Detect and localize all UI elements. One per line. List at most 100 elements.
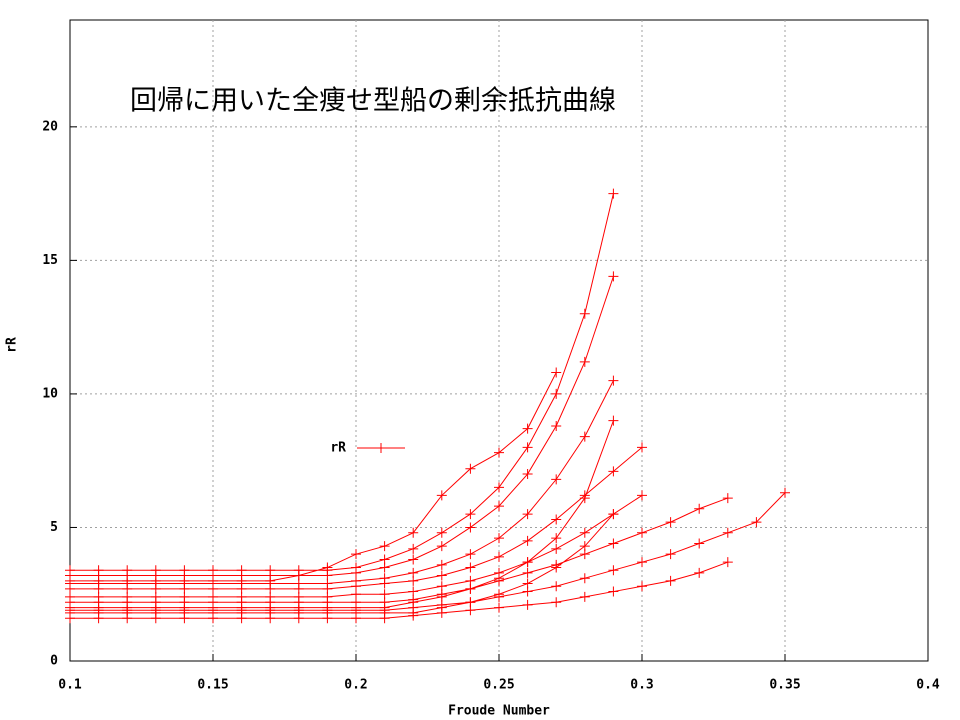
point-marker	[436, 559, 447, 570]
point-marker	[436, 490, 447, 501]
point-marker	[408, 607, 419, 618]
point-marker	[579, 527, 590, 538]
x-tick-label: 0.4	[916, 678, 940, 693]
point-marker	[522, 535, 533, 546]
point-marker	[465, 597, 476, 608]
point-marker	[465, 583, 476, 594]
point-marker	[637, 490, 647, 501]
point-marker	[579, 591, 590, 602]
point-marker	[722, 493, 733, 504]
series-line	[70, 193, 786, 619]
x-tick-label: 0.15	[197, 678, 228, 693]
y-axis-label: rR	[5, 337, 20, 353]
point-marker	[637, 442, 647, 453]
annotation: 回帰に用いた全痩せ型船の剰余抵抗曲線	[130, 86, 616, 117]
legend-marker	[376, 443, 386, 453]
point-marker	[551, 597, 562, 608]
point-marker	[551, 514, 562, 525]
point-marker	[722, 527, 733, 538]
point-marker	[408, 554, 419, 565]
point-marker	[436, 541, 447, 552]
point-marker	[751, 517, 762, 528]
point-marker	[494, 447, 504, 458]
point-marker	[494, 589, 504, 600]
y-tick-label: 0	[50, 654, 58, 669]
x-tick-label: 0.35	[769, 678, 800, 693]
point-marker	[236, 607, 247, 618]
point-marker	[379, 541, 390, 552]
point-marker	[579, 356, 590, 367]
point-marker	[608, 509, 619, 520]
point-marker	[465, 463, 476, 474]
point-marker	[465, 522, 476, 533]
point-marker	[608, 415, 619, 426]
point-marker	[608, 565, 619, 576]
x-tick-label: 0.2	[344, 678, 367, 693]
point-marker	[408, 543, 419, 554]
point-marker	[637, 581, 647, 592]
point-marker	[637, 557, 647, 568]
point-marker	[637, 527, 647, 538]
point-marker	[579, 573, 590, 584]
y-tick-label: 5	[50, 520, 58, 535]
point-marker	[551, 581, 562, 592]
point-marker	[494, 533, 504, 544]
x-tick-label: 0.25	[483, 678, 514, 693]
point-marker	[494, 501, 504, 512]
point-marker	[522, 509, 533, 520]
point-marker	[150, 607, 161, 618]
point-marker	[722, 557, 733, 568]
point-marker	[522, 442, 533, 453]
point-marker	[436, 591, 447, 602]
y-tick-label: 10	[42, 386, 58, 401]
point-marker	[694, 567, 705, 578]
y-tick-label: 15	[42, 253, 58, 268]
point-marker	[465, 562, 476, 573]
point-marker	[494, 602, 504, 613]
point-marker	[522, 567, 533, 578]
point-marker	[608, 586, 619, 597]
point-marker	[436, 570, 447, 581]
point-marker	[780, 487, 790, 498]
point-marker	[579, 431, 590, 442]
point-marker	[436, 602, 447, 613]
point-marker	[408, 597, 419, 608]
point-marker	[522, 423, 533, 434]
point-marker	[65, 607, 75, 618]
point-marker	[351, 549, 361, 560]
point-marker	[93, 607, 104, 618]
point-marker	[408, 575, 419, 586]
point-marker	[322, 562, 333, 573]
point-marker	[494, 573, 504, 584]
point-marker	[122, 607, 133, 618]
point-marker	[551, 388, 562, 399]
point-marker	[494, 482, 504, 493]
point-marker	[179, 607, 190, 618]
point-marker	[436, 527, 447, 538]
point-marker	[522, 557, 533, 568]
point-marker	[579, 493, 590, 504]
point-marker	[379, 578, 390, 589]
point-marker	[494, 551, 504, 562]
point-marker	[208, 607, 218, 618]
point-marker	[665, 549, 676, 560]
point-marker	[379, 562, 390, 573]
point-marker	[551, 420, 562, 431]
point-marker	[608, 375, 619, 386]
point-marker	[408, 527, 419, 538]
point-marker	[522, 469, 533, 480]
point-marker	[551, 367, 562, 378]
point-marker	[665, 517, 676, 528]
point-marker	[551, 474, 562, 485]
point-marker	[665, 575, 676, 586]
point-marker	[579, 541, 590, 552]
point-marker	[522, 599, 533, 610]
point-marker	[551, 533, 562, 544]
point-marker	[694, 503, 705, 514]
x-axis-label: Froude Number	[448, 704, 550, 719]
point-marker	[465, 509, 476, 520]
point-marker	[551, 543, 562, 554]
y-tick-label: 20	[42, 119, 58, 134]
point-marker	[608, 466, 619, 477]
